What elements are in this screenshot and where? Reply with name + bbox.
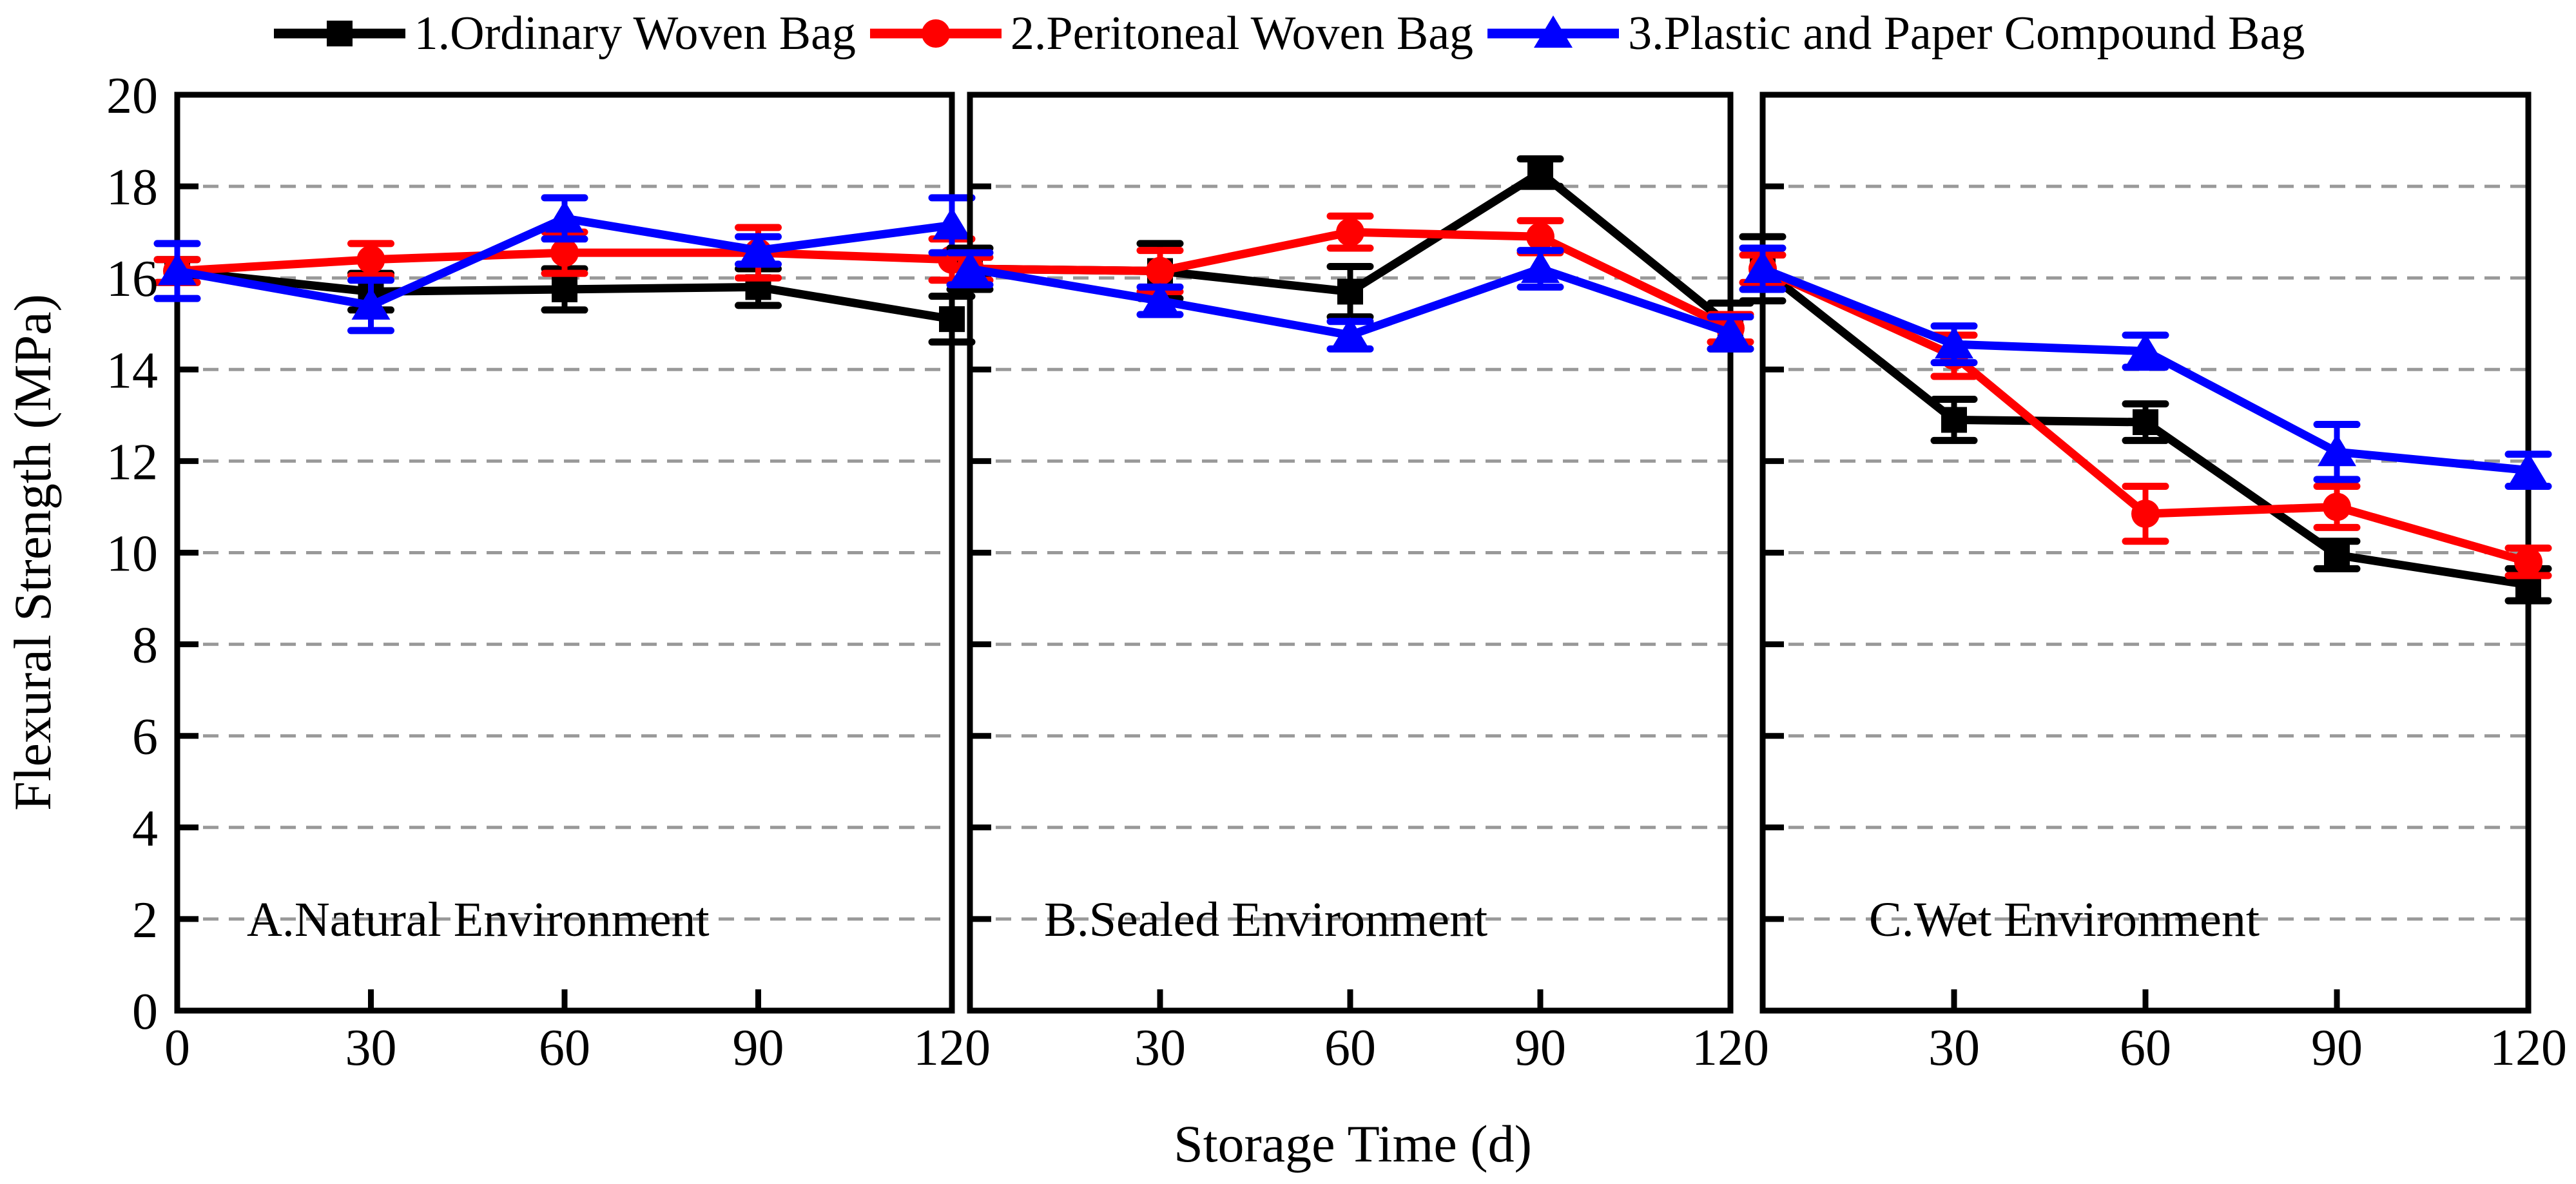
series-1-square	[1739, 233, 2552, 605]
panel-box	[174, 92, 955, 1014]
circle-legend-marker	[921, 19, 950, 48]
data-point-marker	[739, 232, 778, 265]
x-tick-label: 90	[733, 1020, 784, 1076]
data-point-marker	[2318, 434, 2356, 467]
data-point-marker	[1941, 407, 1967, 433]
y-tick-label: 14	[106, 342, 158, 399]
y-tick-label: 16	[106, 251, 158, 307]
square-legend-icon	[273, 21, 405, 46]
y-tick-label: 4	[132, 801, 158, 857]
square-legend-marker	[326, 21, 353, 46]
x-tick-label: 30	[1928, 1020, 1980, 1076]
data-point-marker	[2324, 542, 2350, 568]
series-2-circle	[1739, 251, 2552, 579]
data-point-marker	[1526, 222, 1554, 251]
x-tick-label: 90	[2311, 1020, 2363, 1076]
panel-c: 30 60 90 120 C.Wet Environment	[1739, 92, 2567, 1076]
triangle-legend-icon	[1487, 15, 1620, 48]
panel-title: A.Natural Environment	[247, 893, 710, 947]
x-tick-label: 60	[1324, 1020, 1376, 1076]
series-3-triangle	[1739, 244, 2552, 490]
legend-label: 3.Plastic and Paper Compound Bag	[1628, 7, 2305, 60]
legend-label: 2.Peritoneal Woven Bag	[1010, 7, 1474, 60]
x-tick-label: 30	[1134, 1020, 1186, 1076]
data-point-marker	[552, 276, 577, 302]
y-tick-label: 8	[132, 617, 158, 674]
data-point-marker	[550, 238, 579, 267]
series-3-triangle	[153, 194, 976, 335]
triangle-legend-marker	[1534, 15, 1573, 48]
data-point-marker	[1711, 315, 1750, 347]
legend-item-1: 1.Ordinary Woven Bag	[271, 6, 856, 61]
x-tick-label: 120	[2490, 1020, 2567, 1076]
y-tick-label: 10	[106, 526, 158, 583]
data-point-marker	[1337, 278, 1363, 305]
x-tick-label: 60	[2120, 1020, 2171, 1076]
data-point-marker	[2323, 492, 2351, 521]
y-tick-label: 6	[132, 709, 158, 766]
legend: 1.Ordinary Woven Bag 2.Peritoneal Woven B…	[0, 6, 2576, 61]
data-point-marker	[933, 207, 971, 240]
data-point-marker	[2514, 547, 2542, 576]
data-point-marker	[951, 250, 989, 283]
data-point-marker	[158, 253, 197, 286]
data-point-marker	[1141, 282, 1179, 315]
panel-title: C.Wet Environment	[1869, 893, 2260, 947]
panel-title: B.Sealed Environment	[1044, 893, 1487, 947]
data-point-marker	[356, 245, 385, 274]
y-tick-label: 20	[106, 68, 158, 124]
data-point-marker	[1743, 250, 1782, 283]
x-tick-label: 120	[913, 1020, 991, 1076]
y-axis-title: Flexural Strength (MPa)	[3, 294, 62, 811]
data-point-marker	[1935, 326, 1973, 359]
panel-box	[967, 92, 1734, 1014]
x-tick-label: 0	[164, 1020, 190, 1076]
data-point-marker	[2126, 333, 2165, 365]
data-point-marker	[1336, 218, 1364, 247]
data-point-marker	[545, 200, 584, 233]
data-point-marker	[351, 287, 391, 320]
y-tick-label: 18	[106, 159, 158, 216]
data-point-marker	[1146, 257, 1174, 286]
legend-label: 1.Ordinary Woven Bag	[414, 7, 856, 60]
series-3-triangle	[946, 247, 1754, 353]
x-tick-label: 60	[539, 1020, 590, 1076]
panel-a: 0 30 60 90 120 A.Natural Environment	[153, 92, 991, 1076]
y-tick-label: 0	[132, 984, 158, 1040]
data-point-marker	[2509, 452, 2548, 485]
y-tick-label: 12	[106, 434, 158, 490]
y-tick-label: 2	[132, 892, 158, 949]
data-point-marker	[939, 306, 965, 333]
x-tick-label: 120	[1692, 1020, 1769, 1076]
legend-item-2: 2.Peritoneal Woven Bag	[867, 6, 1473, 61]
circle-legend-icon	[869, 19, 1002, 48]
data-point-marker	[2133, 409, 2158, 436]
data-point-marker	[1521, 250, 1560, 283]
panel-b: 30 60 90 120 B.Sealed Environment	[946, 92, 1769, 1076]
x-axis-title: Storage Time (d)	[1174, 1114, 1532, 1173]
data-point-marker	[1331, 317, 1370, 350]
data-point-marker	[1527, 159, 1553, 186]
legend-item-3: 3.Plastic and Paper Compound Bag	[1485, 6, 2305, 61]
x-tick-label: 30	[345, 1020, 397, 1076]
x-tick-label: 90	[1515, 1020, 1566, 1076]
data-point-marker	[2131, 500, 2160, 529]
